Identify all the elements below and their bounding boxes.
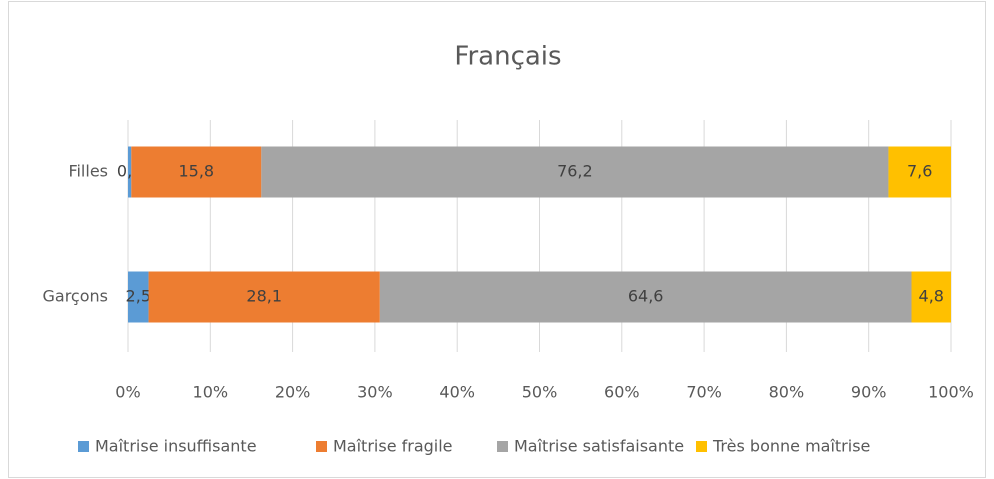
legend-label: Maîtrise fragile — [333, 437, 453, 456]
bar-segment — [128, 146, 132, 198]
data-label: 4,8 — [919, 287, 944, 306]
x-tick-label: 100% — [928, 383, 974, 402]
legend-swatch — [696, 441, 707, 452]
bar-segment — [911, 271, 951, 323]
y-tick-label: Filles — [68, 162, 108, 181]
bar-segment — [379, 271, 912, 323]
chart-frame — [8, 1, 986, 478]
legend-label: Très bonne maîtrise — [712, 437, 870, 456]
bar-segment — [261, 146, 889, 198]
bar-segment — [131, 146, 262, 198]
x-tick-label: 80% — [769, 383, 805, 402]
legend-swatch — [316, 441, 327, 452]
bar-segment — [888, 146, 951, 198]
x-tick-label: 0% — [115, 383, 140, 402]
x-tick-label: 70% — [686, 383, 722, 402]
x-tick-label: 60% — [604, 383, 640, 402]
chart-title: Français — [454, 42, 561, 72]
bar-segment — [128, 271, 149, 323]
x-tick-label: 20% — [275, 383, 311, 402]
x-tick-label: 50% — [522, 383, 558, 402]
data-label: 2,5 — [126, 287, 151, 306]
data-label: 76,2 — [557, 162, 593, 181]
legend-swatch — [497, 441, 508, 452]
x-tick-label: 40% — [439, 383, 475, 402]
legend-label: Maîtrise satisfaisante — [514, 437, 684, 456]
data-label: 7,6 — [907, 162, 932, 181]
x-tick-label: 90% — [851, 383, 887, 402]
x-tick-label: 10% — [193, 383, 229, 402]
legend-label: Maîtrise insuffisante — [95, 437, 257, 456]
data-label: 15,8 — [178, 162, 214, 181]
bar-segment — [148, 271, 380, 323]
legend-swatch — [78, 441, 89, 452]
data-label: 64,6 — [628, 287, 664, 306]
x-tick-label: 30% — [357, 383, 393, 402]
y-tick-label: Garçons — [43, 287, 109, 306]
data-label: 28,1 — [246, 287, 282, 306]
